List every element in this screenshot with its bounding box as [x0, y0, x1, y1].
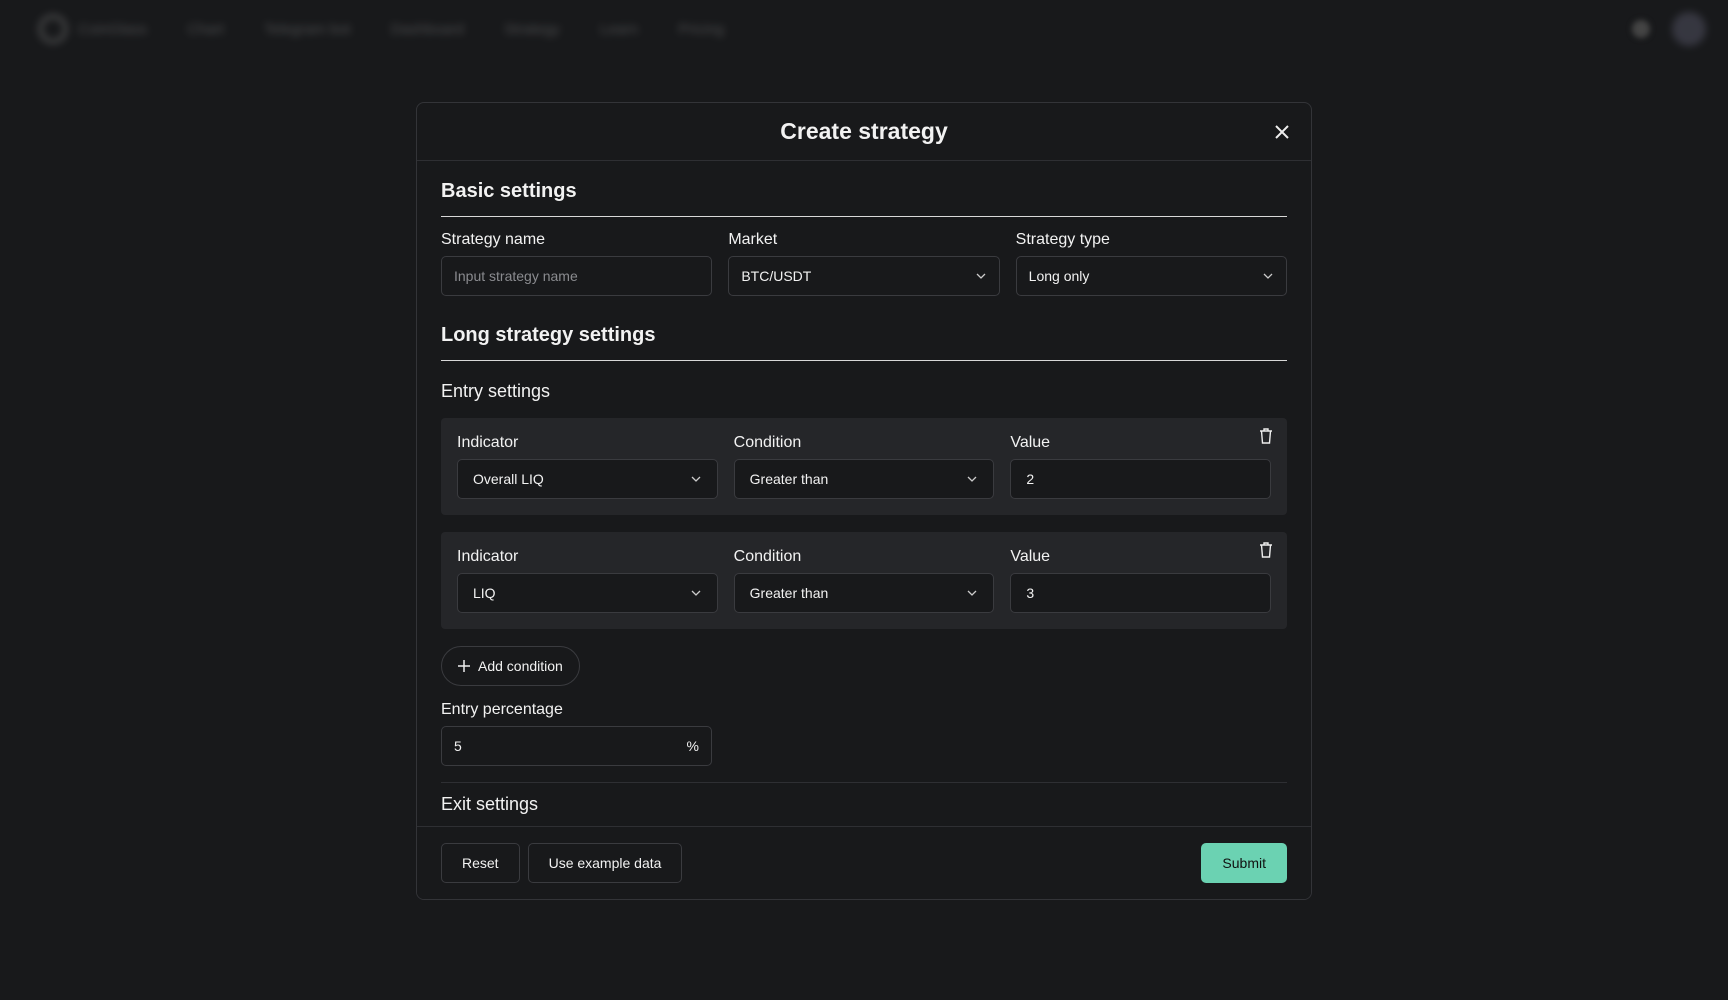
settings-icon[interactable] [1632, 20, 1650, 38]
selected-value: Greater than [749, 585, 829, 601]
delete-condition-button[interactable] [1259, 428, 1273, 449]
chevron-down-icon [691, 590, 701, 596]
brand-name[interactable]: CoinGlass [78, 20, 148, 38]
input-value: 3 [1026, 585, 1035, 601]
selected-value: Overall LIQ [473, 471, 544, 487]
placeholder: Input strategy name [454, 268, 578, 284]
submit-button[interactable]: Submit [1201, 843, 1287, 883]
input-value: 5 [454, 738, 462, 754]
add-condition-button[interactable]: Add condition [441, 646, 580, 686]
condition-select[interactable]: Greater than [733, 459, 995, 499]
chevron-down-icon [691, 476, 701, 482]
close-button[interactable] [1269, 119, 1295, 145]
avatar[interactable] [1672, 12, 1706, 46]
entry-settings-heading: Entry settings [441, 381, 551, 401]
indicator-select[interactable]: Overall LIQ [457, 459, 718, 499]
chevron-down-icon [967, 590, 977, 596]
create-strategy-dialog: Create strategy Basic settings Strategy … [416, 102, 1312, 900]
strategy-type-select[interactable]: Long only [1015, 256, 1287, 296]
add-condition-label: Add condition [478, 658, 563, 674]
value-label: Value [1010, 548, 1051, 565]
long-strategy-heading: Long strategy settings [441, 296, 1287, 361]
nav-item[interactable]: Pricing [678, 20, 725, 38]
value-input[interactable]: 2 [1010, 459, 1272, 499]
condition-label: Condition [733, 434, 802, 451]
input-value: 2 [1026, 471, 1035, 487]
chevron-down-icon [1263, 273, 1273, 279]
trash-icon [1260, 428, 1272, 444]
nav-item[interactable]: Telegram bot [263, 20, 351, 38]
condition-card: Indicator Overall LIQ Condition Greater … [441, 418, 1287, 515]
nav-item[interactable]: Chart [187, 20, 224, 38]
strategy-name-input[interactable]: Input strategy name [441, 256, 713, 296]
entry-percentage-input[interactable]: 5% [441, 726, 712, 766]
nav-item[interactable]: Strategy [504, 20, 560, 38]
basic-settings-heading: Basic settings [441, 161, 1287, 217]
close-icon [1275, 125, 1289, 139]
divider [441, 782, 1287, 783]
condition-card: Indicator LIQ Condition Greater than Val… [441, 532, 1287, 629]
reset-button[interactable]: Reset [441, 843, 520, 883]
chevron-down-icon [976, 273, 986, 279]
market-label: Market [728, 231, 778, 248]
brand-logo-icon [38, 14, 68, 44]
selected-value: Greater than [749, 471, 829, 487]
condition-select[interactable]: Greater than [733, 573, 995, 613]
strategy-type-label: Strategy type [1015, 231, 1110, 248]
selected-value: BTC/USDT [741, 268, 812, 284]
market-select[interactable]: BTC/USDT [728, 256, 1000, 296]
entry-percentage-label: Entry percentage [441, 701, 563, 718]
indicator-label: Indicator [457, 434, 519, 451]
dialog-title: Create strategy [780, 118, 948, 144]
trash-icon [1260, 542, 1272, 558]
delete-condition-button[interactable] [1259, 542, 1273, 563]
nav-item[interactable]: Learn [599, 20, 639, 38]
value-input[interactable]: 3 [1010, 573, 1272, 613]
exit-settings-heading: Exit settings [441, 794, 539, 814]
nav-item[interactable]: Dashboard [390, 20, 464, 38]
chevron-down-icon [967, 476, 977, 482]
indicator-select[interactable]: LIQ [457, 573, 718, 613]
top-nav: CoinGlass Chart Telegram bot Dashboard S… [0, 0, 1728, 58]
indicator-label: Indicator [457, 548, 519, 565]
value-label: Value [1010, 434, 1051, 451]
use-example-data-button[interactable]: Use example data [527, 843, 683, 883]
strategy-name-label: Strategy name [441, 231, 546, 248]
selected-value: LIQ [473, 585, 496, 601]
selected-value: Long only [1028, 268, 1090, 284]
condition-label: Condition [733, 548, 802, 565]
plus-icon [458, 660, 470, 672]
percent-unit: % [686, 738, 699, 754]
